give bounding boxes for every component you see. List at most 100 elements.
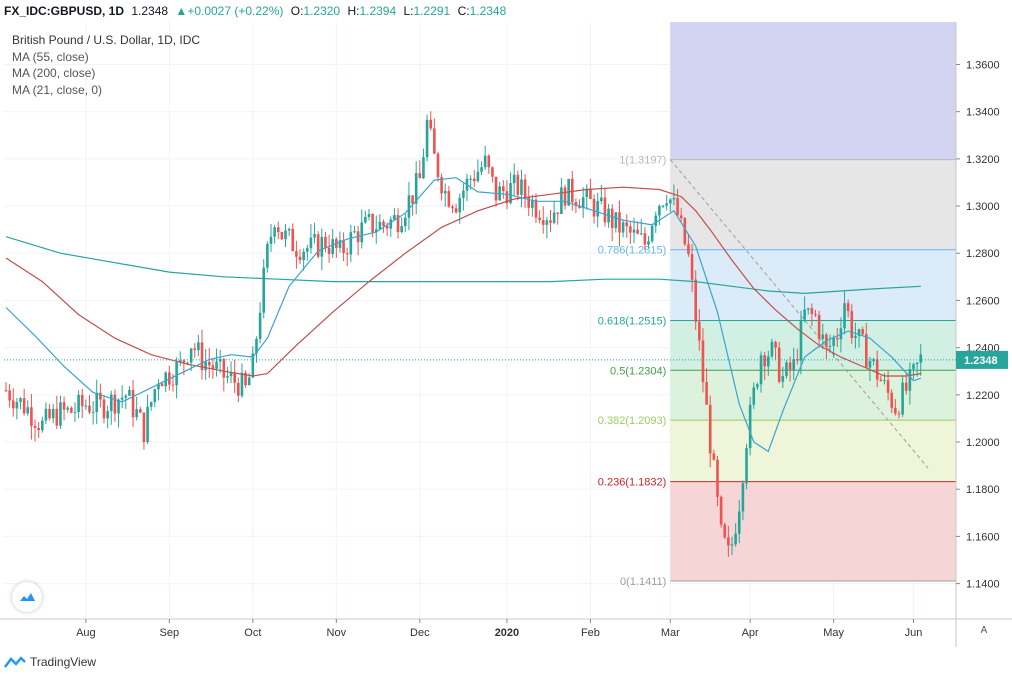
candle-body[interactable] <box>745 448 748 484</box>
candle-body[interactable] <box>545 220 549 225</box>
candle-body[interactable] <box>585 188 589 198</box>
candle-body[interactable] <box>4 390 8 392</box>
candle-body[interactable] <box>810 308 814 314</box>
candle-body[interactable] <box>436 153 440 178</box>
candle-body[interactable] <box>828 345 832 347</box>
candle-body[interactable] <box>385 225 389 229</box>
candle-body[interactable] <box>752 387 756 405</box>
candle-body[interactable] <box>509 183 512 204</box>
candle-body[interactable] <box>55 408 59 426</box>
candle-body[interactable] <box>661 205 665 207</box>
candle-body[interactable] <box>48 408 51 419</box>
candle-body[interactable] <box>237 382 240 396</box>
candle-body[interactable] <box>440 177 443 194</box>
candle-body[interactable] <box>186 362 189 364</box>
candle-body[interactable] <box>33 425 37 428</box>
candle-body[interactable] <box>531 199 534 208</box>
candle-body[interactable] <box>222 358 226 378</box>
candle-body[interactable] <box>908 369 912 391</box>
candle-body[interactable] <box>338 240 342 248</box>
candle-body[interactable] <box>367 213 371 217</box>
candle-body[interactable] <box>668 199 672 204</box>
candle-body[interactable] <box>298 256 302 261</box>
candle-body[interactable] <box>316 234 320 257</box>
candle-body[interactable] <box>737 511 741 534</box>
last-price-tag[interactable] <box>956 350 1008 369</box>
candle-body[interactable] <box>817 314 821 339</box>
candle-body[interactable] <box>244 372 247 386</box>
candle-body[interactable] <box>469 178 472 180</box>
candle-body[interactable] <box>233 372 236 383</box>
candle-body[interactable] <box>480 167 483 172</box>
ma200-line[interactable] <box>5 236 921 295</box>
candle-body[interactable] <box>433 128 436 154</box>
candle-body[interactable] <box>117 399 120 414</box>
candle-body[interactable] <box>393 215 396 220</box>
candle-body[interactable] <box>131 389 135 418</box>
candle-body[interactable] <box>149 402 153 407</box>
candle-body[interactable] <box>857 329 861 336</box>
ma55-legend[interactable]: MA (55, close) <box>12 49 89 64</box>
ma200-legend[interactable]: MA (200, close) <box>12 66 96 80</box>
candle-body[interactable] <box>353 231 356 233</box>
candle-body[interactable] <box>66 407 70 410</box>
candle-body[interactable] <box>534 199 538 218</box>
candle-body[interactable] <box>378 221 382 230</box>
candle-body[interactable] <box>400 226 403 233</box>
candle-body[interactable] <box>200 342 204 371</box>
candle-body[interactable] <box>258 312 262 339</box>
candle-body[interactable] <box>694 279 697 322</box>
candle-body[interactable] <box>15 402 19 409</box>
candle-body[interactable] <box>919 354 923 363</box>
candle-body[interactable] <box>175 362 178 386</box>
candle-body[interactable] <box>91 411 95 413</box>
candle-body[interactable] <box>846 303 850 312</box>
candle-body[interactable] <box>875 359 879 380</box>
candle-body[interactable] <box>229 372 233 377</box>
ma55-line[interactable] <box>5 186 921 377</box>
candle-body[interactable] <box>269 236 273 244</box>
candle-body[interactable] <box>443 190 447 194</box>
candle-body[interactable] <box>770 341 774 357</box>
candle-body[interactable] <box>676 197 679 216</box>
ma21-legend[interactable]: MA (21, close, 0) <box>12 82 103 97</box>
candle-body[interactable] <box>211 365 215 369</box>
candle-body[interactable] <box>581 197 585 209</box>
candle-body[interactable] <box>690 254 694 280</box>
candle-body[interactable] <box>600 197 603 202</box>
candle-body[interactable] <box>99 392 102 400</box>
candle-body[interactable] <box>821 334 825 339</box>
candle-body[interactable] <box>109 394 113 412</box>
tradingview-logo[interactable]: TradingView <box>4 654 96 670</box>
candle-body[interactable] <box>886 380 890 393</box>
candle-body[interactable] <box>226 376 229 378</box>
candle-body[interactable] <box>320 236 324 257</box>
candle-body[interactable] <box>520 179 523 195</box>
candle-body[interactable] <box>476 171 480 182</box>
candle-body[interactable] <box>879 379 883 382</box>
candle-body[interactable] <box>472 178 476 182</box>
candle-body[interactable] <box>41 420 44 431</box>
candle-body[interactable] <box>84 405 88 407</box>
candle-body[interactable] <box>872 359 875 362</box>
candle-body[interactable] <box>741 483 745 512</box>
candle-body[interactable] <box>589 188 592 200</box>
candle-body[interactable] <box>614 212 618 229</box>
candle-body[interactable] <box>396 215 400 233</box>
candle-body[interactable] <box>153 389 157 403</box>
candle-body[interactable] <box>382 221 385 226</box>
candle-body[interactable] <box>897 413 901 415</box>
candle-body[interactable] <box>716 459 719 497</box>
candle-body[interactable] <box>458 197 462 213</box>
candle-body[interactable] <box>610 208 614 229</box>
chart-svg[interactable]: 1(1.3197) 0.786(1.2815) 0.618(1.2515) 0.5(1… <box>0 22 1012 647</box>
candle-body[interactable] <box>505 191 509 204</box>
candle-body[interactable] <box>915 362 919 365</box>
candle-body[interactable] <box>861 329 864 335</box>
candle-body[interactable] <box>345 253 349 255</box>
candle-body[interactable] <box>629 226 632 233</box>
candle-body[interactable] <box>364 216 367 223</box>
candle-body[interactable] <box>643 233 647 245</box>
candle-body[interactable] <box>774 341 777 348</box>
candle-body[interactable] <box>142 412 146 443</box>
